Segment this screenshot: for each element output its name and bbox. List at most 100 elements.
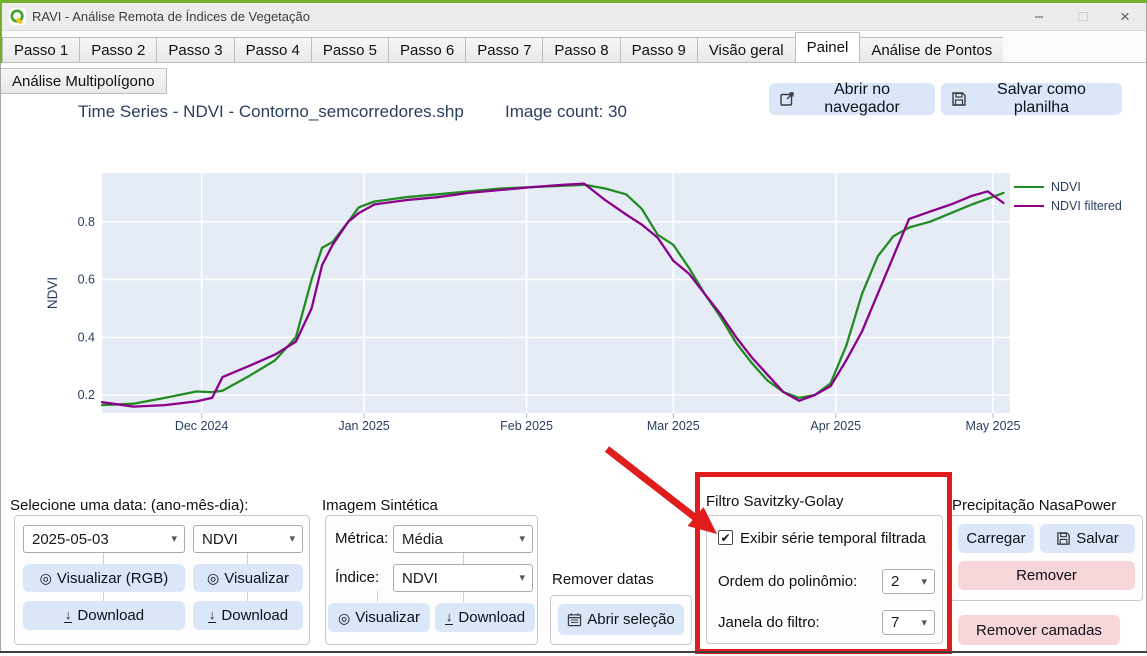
metric-label: Métrica: [335, 530, 389, 547]
eye-icon: ◎ [39, 570, 52, 586]
window-title: RAVI - Análise Remota de Índices de Vege… [32, 9, 310, 24]
tab-analise-de-pontos[interactable]: Análise de Pontos [860, 37, 1004, 63]
visualize-index-label: Visualizar [224, 569, 289, 587]
y-tick-label: 0.6 [78, 273, 95, 287]
y-tick-label: 0.8 [78, 215, 95, 229]
chart-title: Time Series - NDVI - Contorno_semcorredo… [78, 102, 464, 121]
synthetic-index-select[interactable]: NDVI ▾ [393, 564, 533, 592]
remove-layers-button[interactable]: Remover camadas [958, 615, 1120, 645]
index-select[interactable]: NDVI ▾ [193, 525, 303, 553]
legend-line-swatch [1014, 204, 1044, 207]
chart-legend: NDVI NDVI filtered [1014, 177, 1122, 215]
download-icon: ↓ [207, 607, 217, 623]
tab-visao-geral[interactable]: Visão geral [696, 37, 795, 63]
chevron-down-icon: ▾ [921, 575, 927, 588]
connector [103, 553, 104, 564]
app-icon [9, 8, 26, 25]
tab-passo-1[interactable]: Passo 1 [2, 37, 80, 63]
synthetic-panel-label: Imagem Sintética [322, 497, 438, 514]
connector [463, 591, 464, 602]
load-precip-button[interactable]: Carregar [958, 524, 1034, 553]
load-precip-label: Carregar [966, 530, 1026, 547]
visualize-rgb-button[interactable]: ◎ Visualizar (RGB) [23, 564, 185, 592]
maximize-button[interactable]: □ [1078, 8, 1088, 25]
download-icon: ↓ [63, 607, 73, 623]
save-icon [1057, 532, 1071, 545]
save-icon [952, 92, 966, 106]
external-link-icon [780, 92, 794, 106]
legend-line-swatch [1014, 185, 1044, 188]
open-selection-button[interactable]: Abrir seleção [558, 604, 684, 635]
date-panel-label: Selecione uma data: (ano-mês-dia): [10, 497, 249, 514]
visualize-index-button[interactable]: ◎ Visualizar [193, 564, 303, 592]
tab-passo-9[interactable]: Passo 9 [619, 37, 697, 63]
date-select[interactable]: 2025-05-03 ▾ [23, 525, 185, 553]
remove-layers-label: Remover camadas [976, 621, 1102, 639]
poly-order-label: Ordem do polinômio: [718, 573, 858, 590]
x-tick-label: Feb 2025 [500, 419, 553, 433]
x-tick-label: Dec 2024 [175, 419, 229, 433]
save-as-sheet-button[interactable]: Salvar como planilha [941, 81, 1122, 116]
download-index-label: Download [221, 607, 289, 624]
legend-item[interactable]: NDVI filtered [1014, 196, 1122, 215]
calendar-icon [568, 613, 582, 627]
chevron-down-icon: ▾ [921, 616, 927, 629]
connector [463, 553, 464, 564]
y-tick-label: 0.2 [78, 388, 95, 402]
chevron-down-icon: ▾ [519, 571, 525, 584]
tab-passo-8[interactable]: Passo 8 [542, 37, 620, 63]
close-button[interactable]: × [1120, 7, 1130, 26]
filtered-series-checkbox[interactable]: ✔ [718, 530, 733, 545]
chevron-down-icon: ▾ [289, 532, 295, 545]
eye-icon: ◎ [338, 609, 351, 626]
download-icon: ↓ [444, 609, 454, 625]
x-tick-label: Jan 2025 [338, 419, 389, 433]
metric-select[interactable]: Média ▾ [393, 525, 533, 553]
window-frame [0, 3, 1, 653]
chevron-down-icon: ▾ [171, 532, 177, 545]
filter-window-select[interactable]: 7 ▾ [882, 610, 935, 635]
y-tick-label: 0.4 [78, 330, 95, 344]
tab-passo-2[interactable]: Passo 2 [79, 37, 157, 63]
visualize-rgb-label: Visualizar (RGB) [56, 569, 169, 587]
minimize-button[interactable]: – [1034, 8, 1044, 25]
window-frame [0, 3, 2, 63]
filtered-series-checkbox-label: Exibir série temporal filtrada [740, 530, 926, 547]
poly-order-value: 2 [891, 573, 900, 590]
x-tick-label: May 2025 [966, 419, 1021, 433]
tab-painel[interactable]: Painel [794, 32, 861, 63]
open-in-browser-label: Abrir no navegador [824, 81, 900, 116]
series-ndvi [100, 183, 1005, 407]
tab-passo-4[interactable]: Passo 4 [233, 37, 311, 63]
download-index-button[interactable]: ↓ Download [193, 601, 303, 630]
tab-bar: Passo 1 Passo 2 Passo 3 Passo 4 Passo 5 Passo… [0, 31, 1147, 94]
tab-analise-multipoligono[interactable]: Análise Multipolígono [0, 68, 167, 94]
tab-passo-6[interactable]: Passo 6 [388, 37, 466, 63]
check-icon: ✔ [720, 530, 731, 545]
series-ndvi-filtered [100, 182, 1005, 408]
remove-precip-label: Remover [1016, 567, 1077, 584]
connector [377, 591, 378, 602]
poly-order-select[interactable]: 2 ▾ [882, 569, 935, 594]
synthetic-visualize-button[interactable]: ◎ Visualizar [328, 603, 430, 632]
filter-window-label: Janela do filtro: [718, 614, 820, 631]
filter-window-value: 7 [891, 614, 900, 631]
tab-passo-7[interactable]: Passo 7 [465, 37, 543, 63]
save-precip-button[interactable]: Salvar [1040, 524, 1135, 553]
open-in-browser-button[interactable]: Abrir no navegador [769, 81, 935, 116]
remove-precip-button[interactable]: Remover [958, 561, 1135, 590]
save-precip-label: Salvar [1076, 530, 1119, 547]
connector [247, 592, 248, 601]
connector [103, 592, 104, 601]
legend-item[interactable]: NDVI [1014, 177, 1122, 196]
tab-passo-5[interactable]: Passo 5 [310, 37, 389, 63]
synthetic-download-label: Download [458, 609, 526, 626]
synthetic-visualize-label: Visualizar [355, 609, 420, 626]
synthetic-download-button[interactable]: ↓ Download [435, 603, 535, 632]
y-axis-title: NDVI [45, 277, 60, 309]
x-tick-label: Apr 2025 [810, 419, 861, 433]
tab-passo-3[interactable]: Passo 3 [156, 37, 234, 63]
download-rgb-button[interactable]: ↓ Download [23, 601, 185, 630]
chevron-down-icon: ▾ [519, 532, 525, 545]
timeseries-chart: Dec 2024 Jan 2025 Feb 2025 Mar 2025 Apr 2025… [45, 173, 1021, 433]
